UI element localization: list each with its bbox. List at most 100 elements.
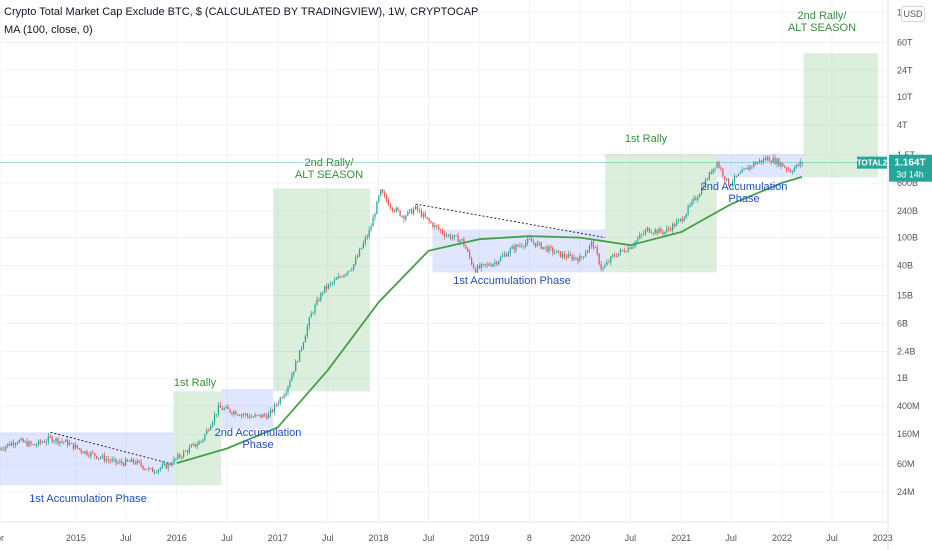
candle-body xyxy=(498,261,500,265)
candle-body xyxy=(130,458,133,462)
symbol-tag xyxy=(857,156,887,169)
candle-body xyxy=(123,463,125,466)
candle-body xyxy=(353,264,355,270)
candle xyxy=(34,444,36,446)
candle xyxy=(447,234,450,238)
candle-body xyxy=(443,233,446,237)
candle xyxy=(619,247,622,256)
candle xyxy=(699,192,701,198)
candle xyxy=(704,177,707,189)
candle xyxy=(107,455,109,464)
candle-body xyxy=(26,441,28,447)
candle xyxy=(287,385,289,396)
candle xyxy=(577,256,579,265)
candle xyxy=(782,162,784,167)
candle-body xyxy=(440,229,442,231)
candle xyxy=(455,234,457,236)
candle-body xyxy=(293,371,295,375)
candle-body xyxy=(438,226,440,230)
candle xyxy=(389,202,392,211)
candle xyxy=(264,412,266,418)
candle-body xyxy=(268,413,270,419)
currency-button[interactable]: USD xyxy=(901,6,925,22)
candle-body xyxy=(565,256,567,258)
candle xyxy=(639,231,641,240)
x-tick-label: 2023 xyxy=(873,533,893,543)
candle xyxy=(681,215,683,224)
candle-body xyxy=(484,263,486,265)
candle-body xyxy=(389,205,392,208)
candle xyxy=(146,468,148,470)
candle-body xyxy=(536,242,538,247)
candle-body xyxy=(211,422,214,427)
candle-body xyxy=(774,157,776,164)
candle-body xyxy=(186,450,189,453)
candle xyxy=(793,165,796,173)
candle-body xyxy=(169,463,171,466)
candle-body xyxy=(246,413,249,416)
candle-body xyxy=(289,381,291,387)
candle-body xyxy=(585,253,587,257)
candle-body xyxy=(639,235,641,239)
candle-body xyxy=(542,246,544,249)
candle xyxy=(552,245,554,257)
candle xyxy=(101,453,104,460)
y-tick-label: 15B xyxy=(897,291,913,301)
candle-body xyxy=(204,434,206,440)
candle xyxy=(496,260,498,267)
candle-body xyxy=(459,240,461,243)
candle xyxy=(345,272,347,277)
candle-body xyxy=(119,461,121,463)
y-tick-label: 60M xyxy=(897,459,915,469)
candle-body xyxy=(687,206,689,214)
candle xyxy=(150,467,152,470)
candle xyxy=(273,402,276,415)
candle xyxy=(244,412,247,418)
candle xyxy=(148,466,150,472)
candle xyxy=(364,235,366,246)
candle-body xyxy=(795,164,797,168)
candle-body xyxy=(411,209,413,214)
candle-body xyxy=(557,250,560,252)
candle xyxy=(494,259,496,268)
candle xyxy=(784,164,786,169)
candle-body xyxy=(412,209,415,214)
candle xyxy=(569,251,571,257)
candle-body xyxy=(215,414,218,415)
candle-body xyxy=(297,361,299,363)
ma-indicator-legend[interactable]: MA (100, close, 0) xyxy=(4,24,93,36)
candle-body xyxy=(527,238,529,243)
candle xyxy=(428,217,430,225)
candle-body xyxy=(90,452,92,457)
candle xyxy=(111,456,113,463)
candle-body xyxy=(277,403,279,405)
candle-body xyxy=(80,449,82,452)
candle-body xyxy=(233,411,235,414)
candle xyxy=(476,264,479,273)
y-tick-label: 2.4B xyxy=(897,346,916,356)
candle xyxy=(511,244,513,250)
candle-body xyxy=(782,163,784,167)
candle xyxy=(103,452,106,464)
candle-body xyxy=(619,249,622,254)
candle xyxy=(571,253,573,262)
candle xyxy=(762,156,765,165)
candle xyxy=(281,396,283,400)
candle xyxy=(67,437,69,448)
candle xyxy=(662,229,664,238)
ma-series xyxy=(176,176,803,464)
candle-body xyxy=(150,468,152,469)
candle xyxy=(453,234,455,241)
candle xyxy=(119,458,121,465)
candle xyxy=(743,168,745,171)
candle xyxy=(310,310,312,318)
candle-body xyxy=(436,225,438,227)
candle xyxy=(97,457,100,461)
candle xyxy=(399,210,401,217)
candle xyxy=(140,458,142,468)
candle xyxy=(370,223,372,233)
candle xyxy=(26,438,28,448)
y-tick-label: 40B xyxy=(897,261,913,271)
candle-body xyxy=(644,230,647,234)
